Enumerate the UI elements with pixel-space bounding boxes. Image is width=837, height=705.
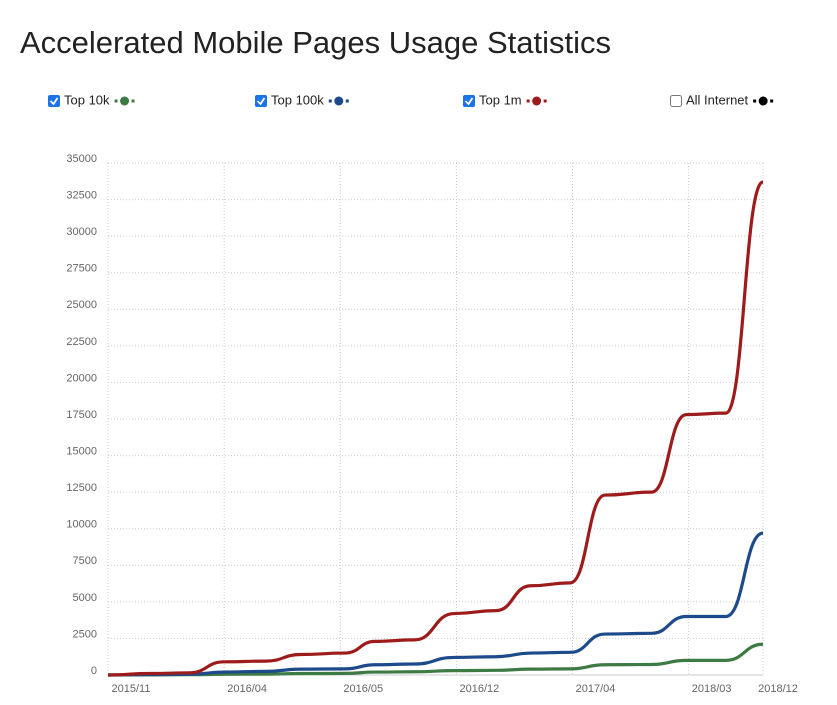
legend-swatch bbox=[770, 99, 774, 103]
legend-swatch bbox=[532, 96, 542, 106]
legend-label: Top 100k bbox=[271, 92, 324, 107]
legend-swatch bbox=[328, 99, 332, 103]
y-tick-label: 15000 bbox=[66, 445, 97, 457]
legend-swatch bbox=[753, 99, 757, 103]
y-tick-label: 12500 bbox=[66, 482, 97, 494]
y-tick-label: 30000 bbox=[66, 226, 97, 238]
legend-swatch bbox=[114, 99, 118, 103]
y-tick-label: 7500 bbox=[73, 555, 97, 567]
y-tick-label: 27500 bbox=[66, 263, 97, 275]
checkbox[interactable] bbox=[255, 95, 267, 107]
y-tick-label: 2500 bbox=[73, 628, 97, 640]
y-tick-label: 32500 bbox=[66, 189, 97, 201]
series-line bbox=[107, 642, 764, 677]
legend-label: Top 1m bbox=[479, 92, 522, 107]
legend-swatch bbox=[345, 99, 349, 103]
y-tick-label: 22500 bbox=[66, 336, 97, 348]
x-tick-label: 2016/04 bbox=[227, 683, 267, 695]
series-line bbox=[107, 180, 764, 677]
legend-swatch bbox=[334, 96, 344, 106]
y-tick-label: 17500 bbox=[66, 409, 97, 421]
y-tick-label: 35000 bbox=[66, 153, 97, 165]
y-tick-label: 25000 bbox=[66, 299, 97, 311]
y-tick-label: 0 bbox=[91, 665, 97, 677]
chart-title: Accelerated Mobile Pages Usage Statistic… bbox=[20, 25, 611, 60]
x-tick-label: 2018/03 bbox=[692, 683, 732, 695]
series-line bbox=[107, 531, 764, 677]
y-tick-label: 10000 bbox=[66, 519, 97, 531]
checkbox[interactable] bbox=[463, 95, 475, 107]
legend-label: Top 10k bbox=[64, 92, 110, 107]
checkbox[interactable] bbox=[48, 95, 60, 107]
x-tick-label: 2017/04 bbox=[576, 683, 616, 695]
x-tick-label: 2018/12 bbox=[758, 683, 798, 695]
legend-swatch bbox=[543, 99, 547, 103]
legend-label: All Internet bbox=[686, 92, 749, 107]
checkmark bbox=[256, 97, 266, 106]
checkmark bbox=[464, 97, 474, 106]
x-tick-label: 2016/05 bbox=[343, 683, 383, 695]
legend-swatch bbox=[758, 96, 768, 106]
legend-swatch bbox=[120, 96, 130, 106]
checkmark bbox=[49, 97, 59, 106]
y-tick-label: 20000 bbox=[66, 372, 97, 384]
legend-swatch bbox=[131, 99, 135, 103]
checkbox[interactable] bbox=[670, 95, 682, 107]
x-tick-label: 2015/11 bbox=[112, 683, 151, 695]
x-tick-label: 2016/12 bbox=[460, 683, 500, 695]
legend-swatch bbox=[526, 99, 530, 103]
y-tick-label: 5000 bbox=[73, 592, 97, 604]
